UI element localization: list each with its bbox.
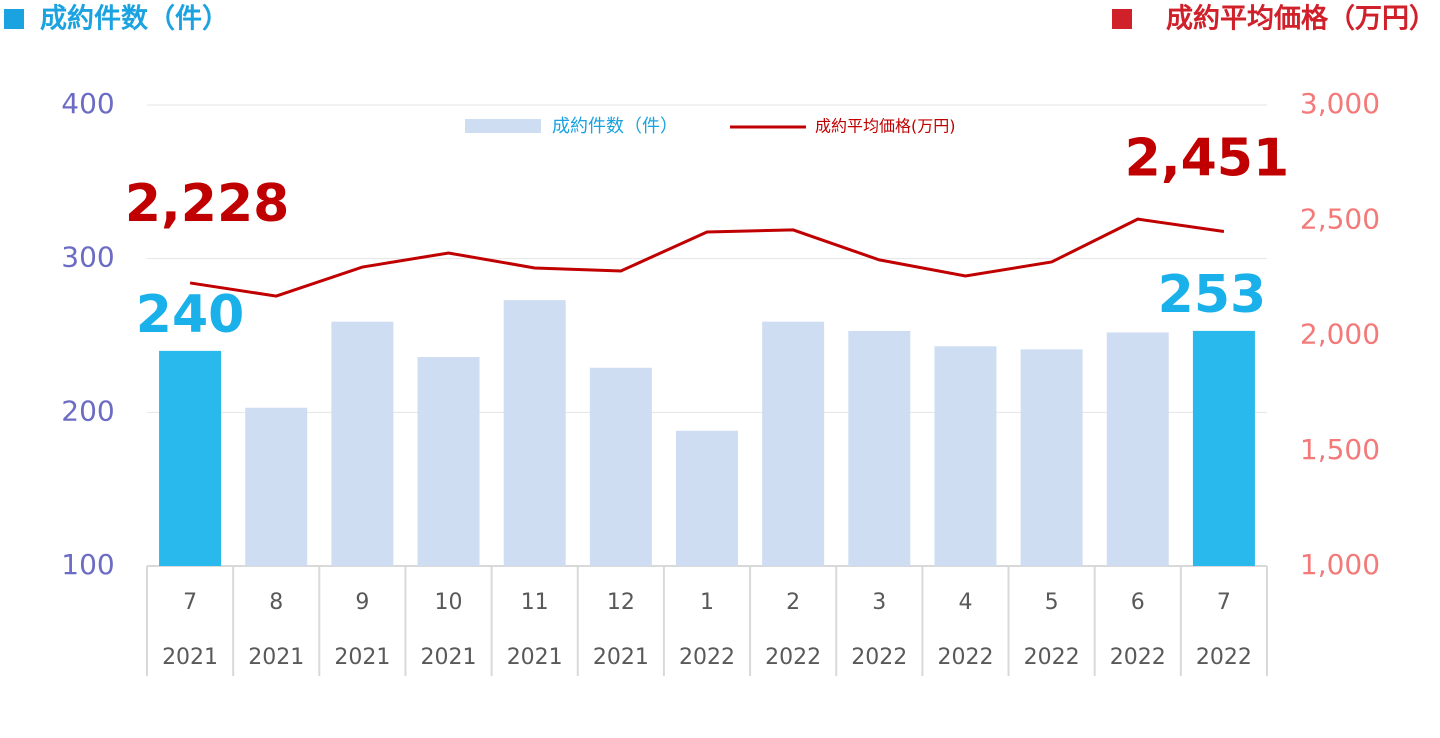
x-year-label: 2022 — [937, 645, 993, 670]
x-year-label: 2021 — [248, 645, 304, 670]
x-tick-label: 11 — [521, 590, 549, 615]
x-tick-label: 7 — [183, 590, 197, 615]
x-tick-label: 7 — [1217, 590, 1231, 615]
line-value-label: 2,228 — [125, 174, 289, 234]
bar — [417, 357, 480, 566]
bar — [676, 430, 738, 566]
x-tick-label: 3 — [872, 590, 886, 615]
x-tick-label: 12 — [607, 590, 635, 615]
bar — [589, 367, 652, 566]
header-right: 成約平均価格（万円） — [1166, 3, 1436, 35]
y2-tick-label: 2,500 — [1300, 202, 1380, 235]
header-left: 成約件数（件） — [40, 3, 229, 35]
bar-value-label: 240 — [136, 285, 245, 345]
bar — [762, 321, 825, 566]
y-tick-label: 100 — [61, 548, 114, 581]
bar — [331, 321, 394, 566]
x-year-label: 2021 — [162, 645, 218, 670]
y-tick-label: 400 — [61, 87, 114, 120]
x-tick-label: 4 — [958, 590, 972, 615]
bar — [245, 407, 308, 566]
bar — [934, 346, 997, 566]
bar — [1192, 330, 1255, 566]
x-tick-label: 8 — [269, 590, 283, 615]
bar — [1020, 349, 1083, 566]
line-value-label: 2,451 — [1125, 129, 1289, 189]
x-year-label: 2022 — [851, 645, 907, 670]
y2-tick-label: 3,000 — [1300, 87, 1380, 120]
bar — [1106, 332, 1169, 566]
x-tick-label: 1 — [700, 590, 714, 615]
y2-tick-label: 2,000 — [1300, 318, 1380, 351]
x-year-label: 2022 — [1024, 645, 1080, 670]
y2-tick-label: 1,500 — [1300, 433, 1380, 466]
x-tick-label: 9 — [355, 590, 369, 615]
bar — [503, 300, 566, 566]
x-year-label: 2022 — [679, 645, 735, 670]
x-year-label: 2022 — [1110, 645, 1166, 670]
y-tick-label: 300 — [61, 241, 114, 274]
x-tick-label: 5 — [1045, 590, 1059, 615]
legend-label: 成約件数（件） — [552, 116, 678, 137]
legend-swatch — [465, 119, 541, 133]
x-year-label: 2022 — [1196, 645, 1252, 670]
x-year-label: 2021 — [334, 645, 390, 670]
bar — [159, 350, 222, 566]
x-year-label: 2021 — [593, 645, 649, 670]
line — [189, 217, 1225, 298]
bar — [848, 330, 911, 566]
x-year-label: 2021 — [507, 645, 563, 670]
x-year-label: 2022 — [765, 645, 821, 670]
header-marker — [4, 9, 24, 29]
y-tick-label: 200 — [61, 394, 114, 427]
x-tick-label: 10 — [435, 590, 463, 615]
x-tick-label: 6 — [1131, 590, 1145, 615]
header-marker — [1112, 9, 1132, 29]
x-year-label: 2021 — [421, 645, 477, 670]
legend-label: 成約平均価格(万円) — [815, 117, 956, 136]
y2-tick-label: 1,000 — [1300, 548, 1380, 581]
x-tick-label: 2 — [786, 590, 800, 615]
bar-value-label: 253 — [1158, 265, 1267, 325]
